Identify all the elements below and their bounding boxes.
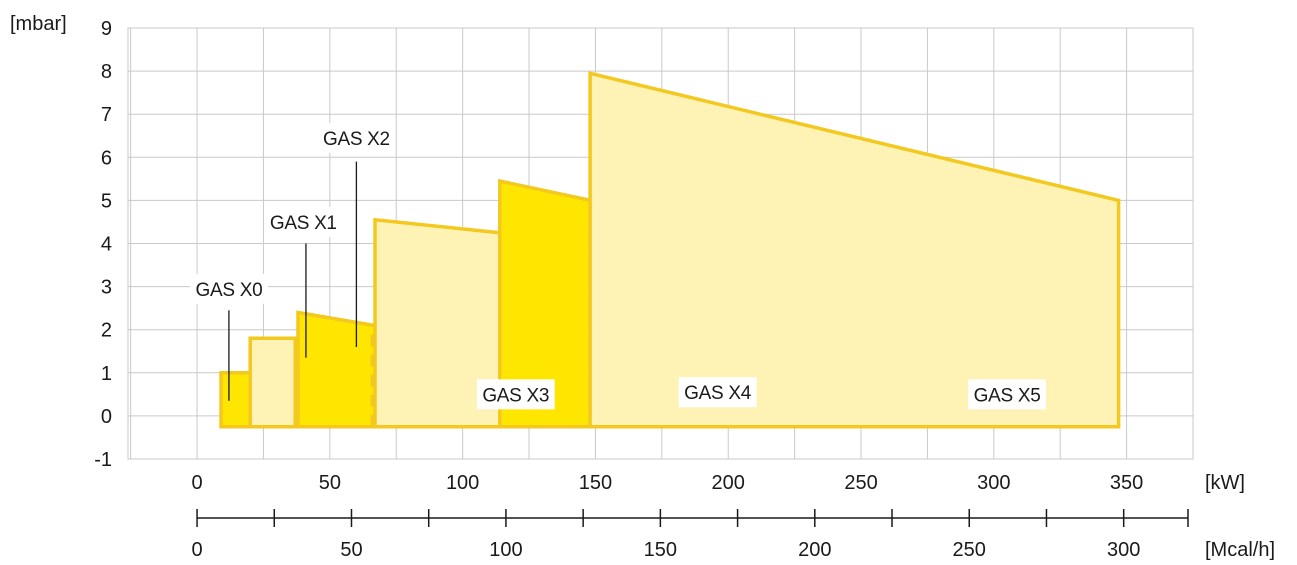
y-tick-label: 8 [101,61,112,83]
x-tick-label: 0 [191,472,202,494]
series-label: GAS X3 [482,385,549,406]
label-box [476,379,555,410]
series-label: GAS X0 [196,280,263,301]
y-tick-label: 0 [101,406,112,428]
x-tick-label: 350 [1110,472,1143,494]
label-box [317,122,396,153]
area-gas-x1 [248,336,298,429]
y-tick-label: 9 [101,18,112,40]
secondary-tick-label: 50 [340,539,362,561]
series-label: GAS X2 [323,129,390,150]
secondary-x-axis-label: [Mcal/h] [1205,539,1275,561]
secondary-tick-label: 100 [489,539,522,561]
secondary-tick-label: 250 [953,539,986,561]
series-label: GAS X5 [974,385,1041,406]
secondary-tick-label: 300 [1107,539,1140,561]
label-box [968,379,1047,410]
areas [219,71,1121,429]
secondary-tick-label: 0 [191,539,202,561]
plot-frame [127,27,1194,460]
label-box [264,206,343,237]
x-tick-label: 150 [579,472,612,494]
x-tick-label: 50 [319,472,341,494]
y-tick-label: 3 [101,277,112,299]
y-tick-label: 4 [101,234,112,256]
label-box [189,273,268,304]
series-labels: GAS X0 GAS X1 GAS X2 GAS X3 GAS X4 GAS X5 [189,122,1047,410]
y-tick-label: 5 [101,190,112,212]
x-tick-label: 100 [446,472,479,494]
label-box [678,377,757,408]
x-tick-label: 200 [712,472,745,494]
series-label: GAS X1 [270,213,337,234]
y-axis-label: [mbar] [10,13,67,35]
y-tick-label: 1 [101,363,112,385]
secondary-tick-label: 200 [798,539,831,561]
x-axis-label: [kW] [1205,472,1245,494]
y-tick-label: 7 [101,104,112,126]
x-tick-label: 250 [844,472,877,494]
y-tick-label: 2 [101,320,112,342]
secondary-tick-label: 150 [644,539,677,561]
area-gas-x5 [588,71,1121,429]
axes: -1 0 1 2 3 4 5 6 7 8 9 0 50 100 150 200 250 300 350 0 50 100 1… [94,18,1189,561]
series-label: GAS X4 [684,383,752,404]
y-tick-label: -1 [94,449,112,471]
x-tick-label: 300 [977,472,1010,494]
y-tick-label: 6 [101,147,112,169]
